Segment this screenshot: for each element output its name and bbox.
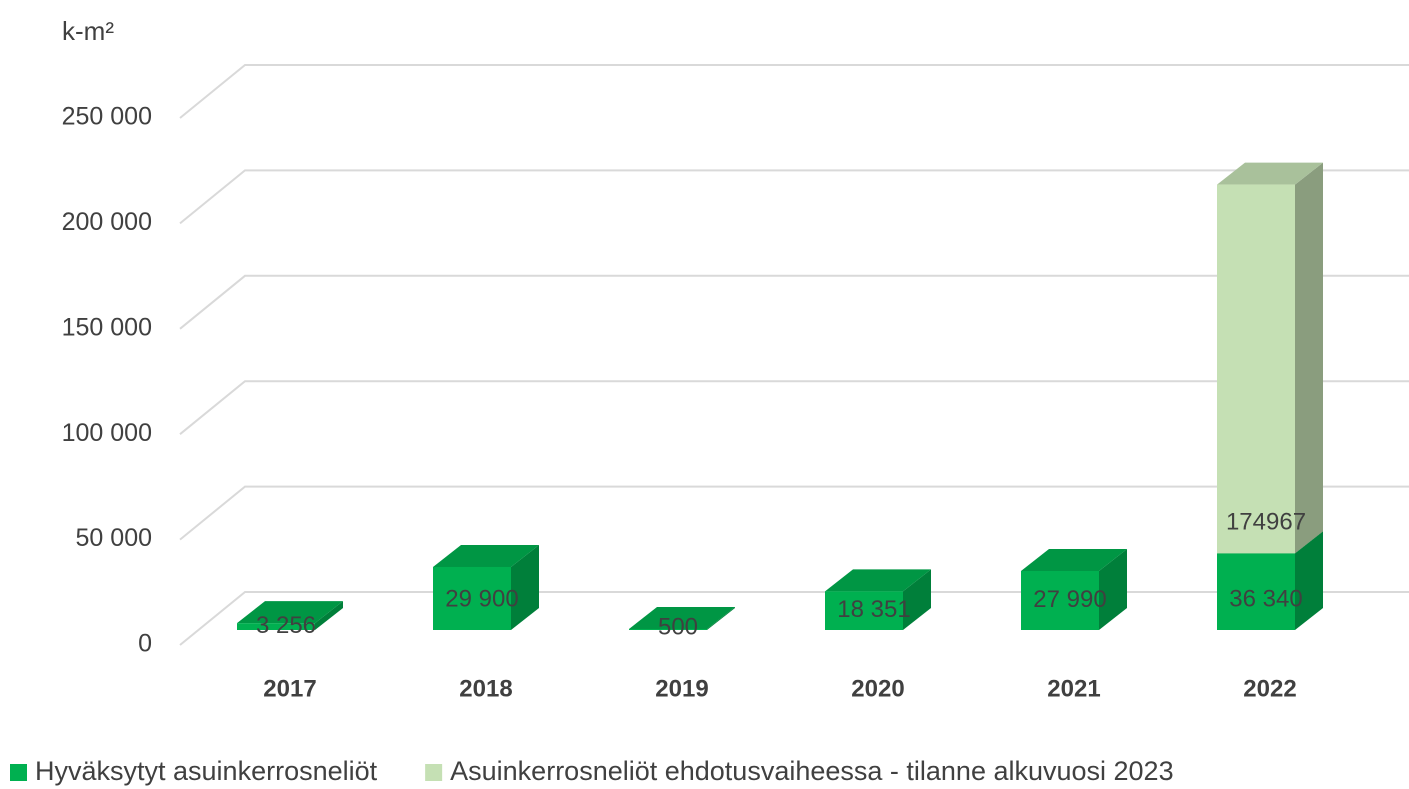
- grid-line: [179, 380, 1409, 435]
- bar: [1021, 548, 1127, 630]
- data-label: 174967: [1226, 509, 1306, 536]
- data-label: 29 900: [445, 585, 518, 612]
- bar-side: [1295, 531, 1323, 630]
- x-tick-label: 2019: [655, 675, 708, 702]
- bar-side: [1295, 162, 1323, 554]
- x-tick-label: 2021: [1047, 675, 1100, 702]
- bar-top: [825, 569, 931, 592]
- bar-front: [433, 566, 511, 630]
- legend-label: Hyväksytyt asuinkerrosneliöt: [35, 756, 378, 786]
- bar-front: [629, 628, 707, 630]
- grid-line: [179, 169, 1409, 225]
- y-tick-label: 150 000: [62, 313, 152, 341]
- grid-line: [179, 485, 1409, 541]
- x-tick-label: 2018: [459, 675, 512, 702]
- bar-top: [1021, 548, 1127, 571]
- bar-top: [1217, 162, 1323, 185]
- y-tick-label: 50 000: [76, 524, 152, 552]
- legend-label: Asuinkerrosneliöt ehdotusvaiheessa - til…: [450, 756, 1173, 786]
- x-tick-label: 2020: [851, 675, 904, 702]
- bar-side: [1099, 548, 1127, 630]
- x-tick-label: 2017: [263, 675, 316, 702]
- data-label: 500: [658, 613, 698, 640]
- data-label: 3 256: [256, 612, 316, 639]
- x-tick-label: 2022: [1243, 675, 1296, 702]
- bar-side: [511, 544, 539, 630]
- y-tick-label: 200 000: [62, 208, 152, 236]
- grid-line: [179, 274, 1409, 330]
- bar-front: [237, 623, 315, 630]
- bar-side: [707, 606, 735, 630]
- bar: [825, 569, 931, 630]
- bar-side: [315, 601, 343, 630]
- bar-front: [825, 591, 903, 630]
- bar-side: [903, 569, 931, 630]
- data-label: 18 351: [837, 596, 910, 623]
- y-tick-label: 100 000: [62, 419, 152, 447]
- bar-top: [629, 606, 735, 629]
- legend-swatch: [425, 764, 443, 781]
- legend-swatch: [10, 764, 27, 781]
- y-tick-label: 250 000: [62, 103, 152, 131]
- y-tick-label: 0: [138, 630, 152, 658]
- bar-top: [237, 601, 343, 624]
- data-label: 36 340: [1229, 585, 1302, 612]
- bar: [629, 606, 735, 630]
- bar-front: [1021, 570, 1099, 630]
- bar-front: [1217, 553, 1295, 630]
- bar: [1217, 162, 1323, 554]
- bar: [433, 544, 539, 630]
- bar-front: [1217, 184, 1295, 554]
- bar-top: [433, 544, 539, 567]
- data-label: 27 990: [1033, 586, 1106, 613]
- bar: [237, 601, 343, 630]
- y-axis-label: k-m²: [62, 16, 114, 46]
- grid-line: [179, 64, 1409, 119]
